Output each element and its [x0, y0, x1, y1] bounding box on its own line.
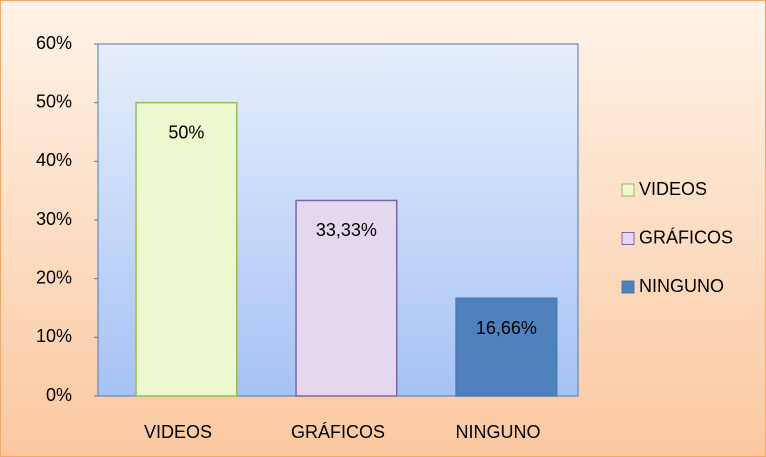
y-tick-label: 10%	[36, 326, 72, 346]
legend-label: VIDEOS	[639, 179, 707, 199]
bar	[135, 101, 238, 397]
y-tick-label: 60%	[36, 33, 72, 53]
y-tick-label: 20%	[36, 267, 72, 287]
data-label: 33,33%	[316, 220, 377, 240]
legend-swatch	[621, 183, 635, 197]
legend-label: NINGUNO	[639, 276, 724, 296]
y-tick-label: 40%	[36, 150, 72, 170]
x-tick-label: NINGUNO	[456, 422, 541, 442]
y-tick-label: 0%	[46, 385, 72, 405]
data-label: 50%	[168, 122, 204, 142]
y-tick-label: 30%	[36, 209, 72, 229]
legend-swatch	[621, 232, 635, 245]
bar	[455, 297, 558, 397]
data-label: 16,66%	[476, 318, 537, 338]
legend-label: GRÁFICOS	[639, 227, 733, 247]
legend-swatch	[621, 280, 635, 294]
bar	[295, 199, 398, 397]
x-tick-label: VIDEOS	[144, 422, 212, 442]
y-tick-label: 50%	[36, 91, 72, 111]
x-tick-label: GRÁFICOS	[291, 422, 385, 442]
